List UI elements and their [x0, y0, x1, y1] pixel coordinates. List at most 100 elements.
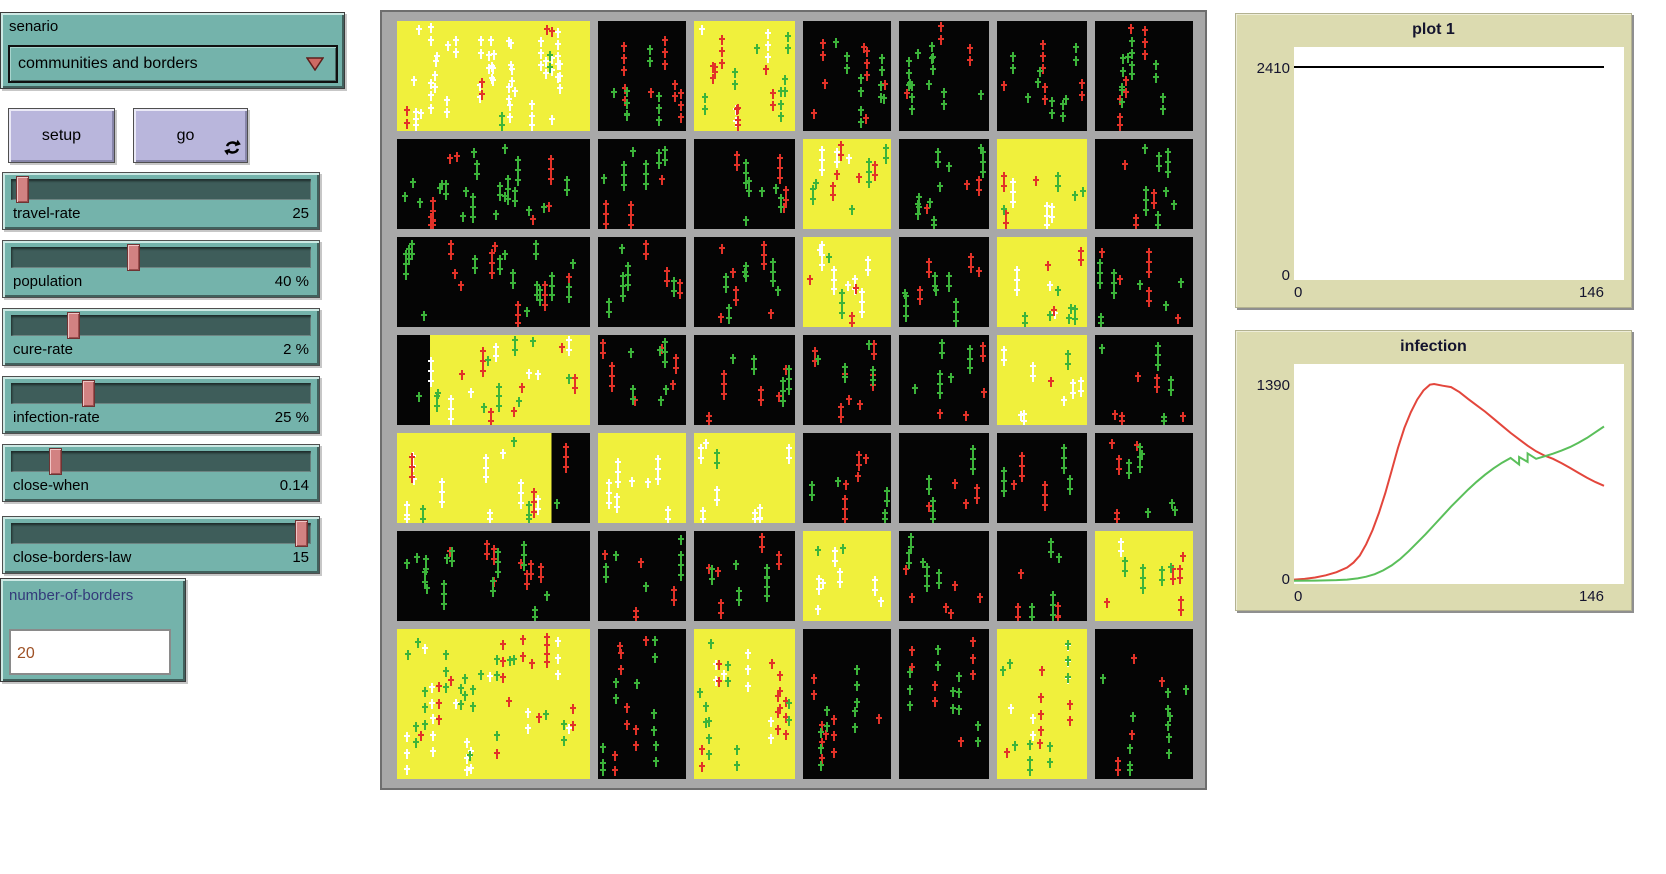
chevron-down-icon[interactable]: [306, 57, 324, 71]
slider-handle[interactable]: [16, 176, 29, 203]
slider-infection-rate[interactable]: infection-rate 25 %: [2, 376, 320, 434]
person-agent: [717, 599, 724, 610]
person-agent: [1145, 248, 1152, 259]
y-axis-max-label: 1390: [1256, 377, 1290, 394]
person-agent: [1130, 711, 1137, 722]
person-agent: [785, 715, 792, 726]
person-agent: [1144, 507, 1151, 518]
slider-close-when[interactable]: close-when 0.14: [2, 444, 320, 502]
person-agent: [1050, 591, 1057, 602]
person-agent: [428, 699, 435, 710]
person-agent: [733, 744, 740, 755]
person-agent: [760, 250, 767, 261]
person-agent: [1133, 441, 1140, 452]
person-agent: [410, 76, 417, 87]
person-agent: [785, 699, 792, 710]
number-of-borders-input[interactable]: [9, 629, 171, 675]
setup-button[interactable]: setup: [8, 108, 115, 163]
person-agent: [1155, 162, 1162, 173]
community-cell: [598, 139, 687, 229]
person-agent: [563, 176, 570, 187]
slider-close-borders-law[interactable]: close-borders-law 15: [2, 516, 320, 574]
person-agent: [724, 677, 731, 688]
person-agent: [673, 363, 680, 374]
person-agent: [470, 192, 477, 203]
person-agent: [645, 477, 652, 488]
person-agent: [882, 80, 889, 91]
chooser-dropdown[interactable]: communities and borders: [8, 45, 338, 83]
person-agent: [624, 86, 631, 97]
input-label: number-of-borders: [9, 587, 134, 604]
person-agent: [742, 262, 749, 273]
community-cell: [898, 335, 989, 425]
person-agent: [781, 74, 788, 85]
slider-cure-rate[interactable]: cure-rate 2 %: [2, 308, 320, 366]
slider-handle[interactable]: [49, 448, 62, 475]
person-agent: [1167, 376, 1174, 387]
slider-track[interactable]: [11, 244, 311, 271]
person-agent: [808, 481, 815, 492]
community-cell: [598, 433, 687, 523]
person-agent: [872, 170, 879, 181]
person-agent: [428, 23, 435, 34]
person-agent: [404, 514, 411, 523]
person-agent: [547, 155, 554, 166]
slider-track[interactable]: [11, 448, 311, 475]
person-agent: [742, 179, 749, 190]
person-agent: [714, 449, 721, 460]
person-agent: [1180, 412, 1187, 423]
person-agent: [758, 395, 765, 406]
person-agent: [408, 453, 415, 464]
person-agent: [428, 35, 435, 46]
slider-track[interactable]: [11, 312, 311, 339]
person-agent: [697, 453, 704, 464]
person-agent: [823, 722, 830, 733]
person-agent: [493, 210, 500, 220]
person-agent: [970, 445, 977, 456]
person-agent: [744, 648, 751, 659]
person-agent: [1165, 749, 1172, 760]
slider-track[interactable]: [11, 176, 311, 203]
person-agent: [1048, 376, 1054, 387]
person-agent: [1164, 688, 1171, 699]
person-agent: [1013, 276, 1020, 287]
person-agent: [975, 186, 982, 197]
person-agent: [734, 121, 741, 131]
person-agent: [1159, 92, 1166, 103]
go-button[interactable]: go: [133, 108, 248, 163]
person-agent: [499, 640, 506, 651]
slider-travel-rate[interactable]: travel-rate 25: [2, 172, 320, 230]
person-agent: [858, 118, 865, 129]
person-agent: [505, 696, 512, 707]
person-agent: [1013, 285, 1020, 296]
person-agent: [812, 356, 819, 367]
person-agent: [468, 763, 475, 774]
person-agent: [505, 95, 512, 106]
person-agent: [1041, 500, 1048, 511]
slider-track[interactable]: [11, 520, 311, 547]
community-cell: [898, 531, 989, 621]
slider-track[interactable]: [11, 380, 311, 407]
person-agent: [979, 147, 986, 158]
person-agent: [931, 271, 938, 282]
community-cell: [898, 629, 989, 779]
slider-population[interactable]: population 40 %: [2, 240, 320, 298]
person-agent: [1047, 310, 1054, 321]
person-agent: [662, 59, 669, 70]
person-agent: [1044, 220, 1051, 229]
person-agent: [504, 194, 511, 205]
person-agent: [1038, 693, 1045, 704]
person-agent: [404, 765, 411, 776]
slider-handle[interactable]: [295, 520, 308, 547]
person-agent: [951, 478, 958, 489]
slider-handle[interactable]: [127, 244, 140, 271]
person-agent: [723, 272, 730, 283]
person-agent: [625, 261, 632, 272]
slider-handle[interactable]: [82, 380, 95, 407]
person-agent: [1055, 171, 1062, 182]
person-agent: [1073, 43, 1080, 54]
person-agent: [1145, 258, 1152, 269]
slider-handle[interactable]: [67, 312, 80, 339]
person-agent: [1001, 81, 1008, 92]
person-agent: [758, 385, 765, 396]
